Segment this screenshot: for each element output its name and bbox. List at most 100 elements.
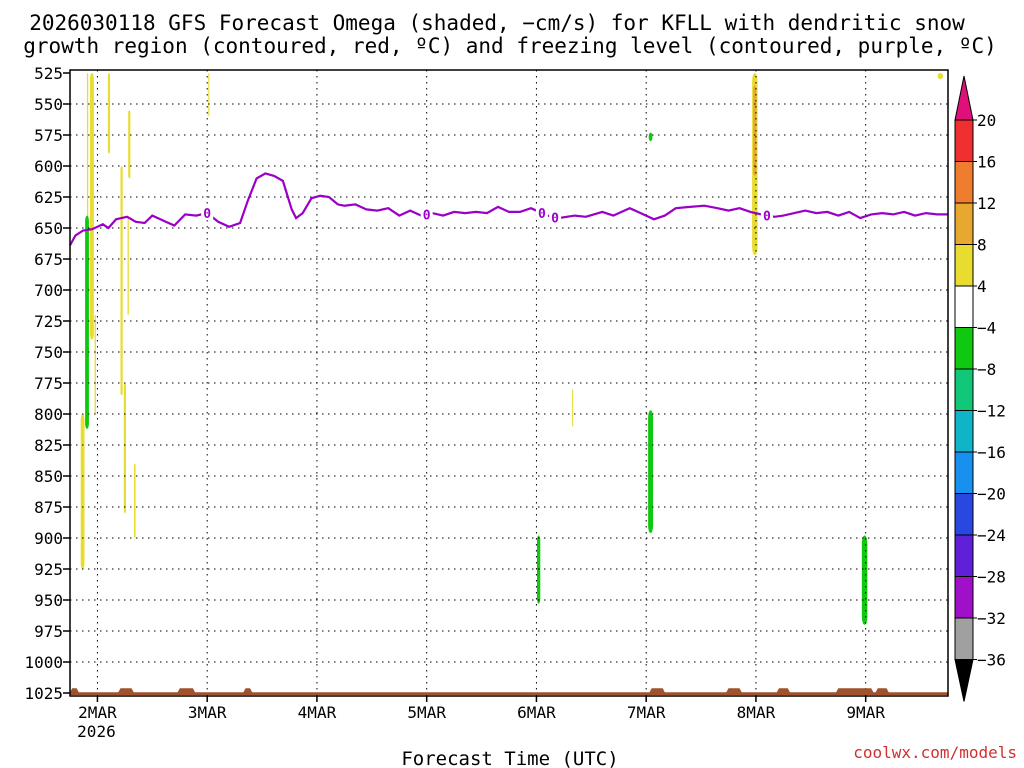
colorbar-box-11	[954, 576, 974, 619]
freezing-level-label-3: 0	[551, 211, 559, 226]
colorbar-label-5: −4	[977, 319, 996, 338]
chart-title-line1: 2026030118 GFS Forecast Omega (shaded, −…	[29, 11, 965, 35]
omega-cell-19	[861, 535, 868, 625]
omega-cell-9	[133, 463, 136, 538]
omega-cell-5	[120, 166, 123, 396]
x-tick-label-4: 6MAR	[517, 703, 556, 722]
y-tick-label-950: 950	[34, 591, 63, 610]
x-tick-label-2: 4MAR	[298, 703, 337, 722]
colorbar-box-1	[954, 161, 974, 204]
y-tick-label-975: 975	[34, 622, 63, 641]
colorbar-box-7	[954, 410, 974, 453]
omega-cell-10	[208, 73, 210, 117]
y-tick-label-775: 775	[34, 374, 63, 393]
colorbar-label-8: −16	[977, 443, 1006, 462]
omega-cell-1	[90, 73, 94, 340]
y-tick-label-750: 750	[34, 343, 63, 362]
ground-terrain	[70, 688, 948, 695]
freezing-label-bg-2	[535, 205, 548, 221]
omega-cell-4	[128, 110, 131, 179]
ground-layer	[70, 688, 948, 695]
colorbar-box-2	[954, 202, 974, 245]
freezing-level-label-0: 0	[203, 207, 211, 222]
x-tick-label-7: 9MAR	[846, 703, 885, 722]
colorbar-label-4: 4	[977, 277, 987, 296]
y-tick-label-900: 900	[34, 529, 63, 548]
colorbar-label-10: −24	[977, 526, 1006, 545]
omega-cell-3	[107, 73, 111, 154]
grid-layer	[70, 70, 948, 696]
y-axis: 525 550 575 600 625 650 675 700 725 750 775 800 825 8…	[24, 64, 70, 703]
omega-cell-6	[123, 383, 126, 514]
colorbar-label-11: −28	[977, 568, 1006, 587]
freezing-level-line	[69, 172, 948, 246]
x-tick-label-3: 5MAR	[407, 703, 446, 722]
y-tick-label-1000: 1000	[24, 653, 63, 672]
colorbar-box-9	[954, 493, 974, 536]
y-tick-label-825: 825	[34, 436, 63, 455]
y-tick-label-850: 850	[34, 467, 63, 486]
colorbar-box-4	[954, 285, 974, 328]
y-tick-label-625: 625	[34, 188, 63, 207]
colorbar-label-6: −8	[977, 360, 996, 379]
colorbar-label-12: −32	[977, 609, 1006, 628]
x-axis-label: Forecast Time (UTC)	[401, 748, 618, 768]
freezing-label-bg-4	[760, 207, 773, 223]
y-tick-label-925: 925	[34, 560, 63, 579]
omega-cell-17	[648, 410, 654, 534]
y-tick-label-525: 525	[34, 64, 63, 83]
y-tick-label-875: 875	[34, 498, 63, 517]
omega-cell-15	[85, 215, 89, 429]
y-tick-label-650: 650	[34, 219, 63, 238]
y-tick-label-800: 800	[34, 405, 63, 424]
colorbar-top-arrow	[954, 75, 974, 121]
colorbar-label-13: −36	[977, 651, 1006, 670]
omega-cell-14	[753, 85, 757, 176]
y-tick-label-725: 725	[34, 312, 63, 331]
x-tick-label-0: 2MAR	[78, 703, 117, 722]
omega-cell-18	[536, 535, 541, 604]
colorbar-box-5	[954, 327, 974, 370]
credit-text: coolwx.com/models	[853, 743, 1017, 762]
omega-cell-11	[572, 389, 574, 427]
colorbar-label-0: 20	[977, 111, 996, 130]
chart-title-line2: growth region (contoured, red, ºC) and f…	[23, 34, 997, 58]
colorbar-label-7: −12	[977, 402, 1006, 421]
omega-cell-12	[937, 73, 944, 80]
freezing-level-label-4: 0	[763, 209, 771, 224]
omega-cell-8	[80, 414, 85, 569]
x-tick-sublabel-0: 2026	[77, 722, 116, 741]
omega-cell-16	[648, 132, 653, 142]
freezing-level-label-1: 0	[423, 208, 431, 223]
freezing-label-bg-1	[420, 206, 433, 222]
omega-shaded-layer	[80, 73, 944, 625]
x-tick-label-5: 7MAR	[627, 703, 666, 722]
colorbar-bottom-arrow	[954, 659, 974, 702]
colorbar-label-9: −20	[977, 485, 1006, 504]
y-tick-label-600: 600	[34, 157, 63, 176]
colorbar-box-3	[954, 244, 974, 287]
colorbar-box-0	[954, 119, 974, 162]
colorbar-box-6	[954, 368, 974, 411]
omega-cell-2	[94, 314, 96, 414]
y-tick-label-575: 575	[34, 126, 63, 145]
x-tick-label-6: 8MAR	[737, 703, 776, 722]
colorbar-label-2: 12	[977, 194, 996, 213]
freezing-level-label-2: 0	[538, 207, 546, 222]
freezing-label-bg-0	[201, 205, 214, 221]
freezing-label-bg-3	[549, 209, 562, 225]
y-tick-label-550: 550	[34, 95, 63, 114]
omega-cell-7	[127, 215, 129, 315]
colorbar-box-8	[954, 451, 974, 494]
colorbar-box-10	[954, 534, 974, 577]
colorbar-box-12	[954, 617, 974, 660]
y-tick-label-700: 700	[34, 281, 63, 300]
colorbar-label-1: 16	[977, 153, 996, 172]
colorbar-label-3: 8	[977, 236, 987, 255]
y-tick-label-675: 675	[34, 250, 63, 269]
x-tick-label-1: 3MAR	[188, 703, 227, 722]
colorbar: 20 16 12 8 4 −4 −8 −12 −16 −20 −24 −28 −32 −36	[954, 75, 1006, 702]
